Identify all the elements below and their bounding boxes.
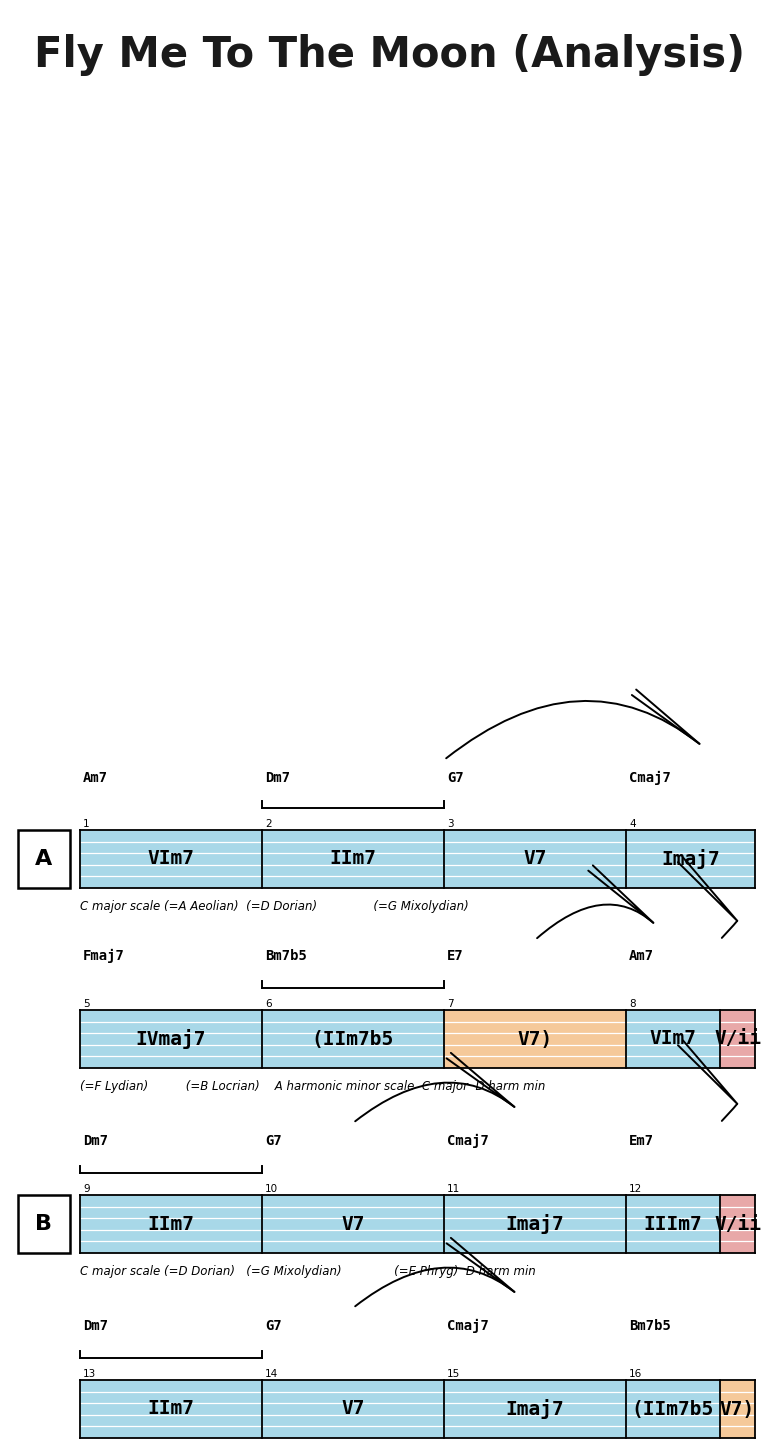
Text: 6: 6 bbox=[265, 998, 272, 1009]
Text: 1: 1 bbox=[83, 819, 90, 829]
Text: V/ii: V/ii bbox=[714, 1214, 761, 1233]
Bar bbox=[80, 1380, 262, 1438]
Text: IIm7: IIm7 bbox=[330, 849, 376, 868]
Text: 14: 14 bbox=[265, 1369, 278, 1379]
Text: Am7: Am7 bbox=[629, 949, 654, 964]
Bar bbox=[626, 831, 755, 888]
Text: 3: 3 bbox=[447, 819, 453, 829]
Text: C major scale (=D Dorian)   (=G Mixolydian)              (=E Phryg)  D harm min: C major scale (=D Dorian) (=G Mixolydian… bbox=[80, 1265, 536, 1278]
Bar bbox=[262, 1010, 444, 1068]
Text: G7: G7 bbox=[265, 1134, 282, 1147]
Bar bbox=[720, 1195, 755, 1253]
Bar bbox=[626, 1195, 720, 1253]
Text: V7: V7 bbox=[341, 1399, 365, 1418]
Text: Fly Me To The Moon (Analysis): Fly Me To The Moon (Analysis) bbox=[34, 33, 745, 77]
Text: Imaj7: Imaj7 bbox=[506, 1214, 564, 1234]
Text: 9: 9 bbox=[83, 1184, 90, 1194]
Text: 5: 5 bbox=[83, 998, 90, 1009]
Text: E7: E7 bbox=[447, 949, 464, 964]
Bar bbox=[80, 1195, 262, 1253]
Text: V7): V7) bbox=[517, 1029, 552, 1049]
Bar bbox=[720, 1380, 755, 1438]
Text: 2: 2 bbox=[265, 819, 272, 829]
Bar bbox=[262, 831, 444, 888]
Bar bbox=[444, 1195, 626, 1253]
Text: 4: 4 bbox=[629, 819, 636, 829]
Text: Cmaj7: Cmaj7 bbox=[629, 771, 671, 786]
Bar bbox=[720, 1010, 755, 1068]
Bar bbox=[262, 1195, 444, 1253]
Bar bbox=[262, 1380, 444, 1438]
Text: Bm7b5: Bm7b5 bbox=[265, 949, 307, 964]
Bar bbox=[626, 1010, 720, 1068]
Text: IIm7: IIm7 bbox=[147, 1399, 195, 1418]
Bar bbox=[626, 1380, 720, 1438]
Text: Imaj7: Imaj7 bbox=[661, 849, 720, 870]
Bar bbox=[80, 831, 262, 888]
Text: (IIm7b5: (IIm7b5 bbox=[632, 1399, 714, 1418]
Text: Fmaj7: Fmaj7 bbox=[83, 949, 125, 964]
Text: (IIm7b5: (IIm7b5 bbox=[312, 1029, 394, 1049]
Text: 10: 10 bbox=[265, 1184, 278, 1194]
Text: Em7: Em7 bbox=[629, 1134, 654, 1147]
Text: Dm7: Dm7 bbox=[265, 771, 290, 786]
Text: 8: 8 bbox=[629, 998, 636, 1009]
Text: G7: G7 bbox=[265, 1320, 282, 1333]
Text: (=F Lydian)          (=B Locrian)    A harmonic minor scale  C major  D harm min: (=F Lydian) (=B Locrian) A harmonic mino… bbox=[80, 1079, 545, 1092]
Text: V7): V7) bbox=[720, 1399, 755, 1418]
Text: V7: V7 bbox=[523, 849, 547, 868]
Text: IIm7: IIm7 bbox=[147, 1214, 195, 1233]
Text: C major scale (=A Aeolian)  (=D Dorian)               (=G Mixolydian): C major scale (=A Aeolian) (=D Dorian) (… bbox=[80, 900, 469, 913]
Text: VIm7: VIm7 bbox=[650, 1029, 696, 1049]
Text: Am7: Am7 bbox=[83, 771, 108, 786]
Text: V/ii: V/ii bbox=[714, 1029, 761, 1049]
Text: B: B bbox=[36, 1214, 52, 1234]
Bar bbox=[18, 831, 70, 888]
Text: Dm7: Dm7 bbox=[83, 1134, 108, 1147]
Text: G7: G7 bbox=[447, 771, 464, 786]
Text: 13: 13 bbox=[83, 1369, 97, 1379]
Bar bbox=[18, 1195, 70, 1253]
Text: 7: 7 bbox=[447, 998, 453, 1009]
Bar bbox=[80, 1010, 262, 1068]
Text: A: A bbox=[35, 849, 53, 870]
Text: 16: 16 bbox=[629, 1369, 642, 1379]
Text: 15: 15 bbox=[447, 1369, 460, 1379]
Text: IIIm7: IIIm7 bbox=[643, 1214, 703, 1233]
Text: 12: 12 bbox=[629, 1184, 642, 1194]
Text: Dm7: Dm7 bbox=[83, 1320, 108, 1333]
Bar bbox=[444, 1380, 626, 1438]
Text: Imaj7: Imaj7 bbox=[506, 1399, 564, 1420]
Text: Bm7b5: Bm7b5 bbox=[629, 1320, 671, 1333]
Text: VIm7: VIm7 bbox=[147, 849, 195, 868]
Text: Cmaj7: Cmaj7 bbox=[447, 1134, 489, 1147]
Text: 11: 11 bbox=[447, 1184, 460, 1194]
Text: Cmaj7: Cmaj7 bbox=[447, 1318, 489, 1333]
Text: V7: V7 bbox=[341, 1214, 365, 1233]
Bar bbox=[444, 1010, 626, 1068]
Text: IVmaj7: IVmaj7 bbox=[136, 1029, 206, 1049]
Bar bbox=[444, 831, 626, 888]
